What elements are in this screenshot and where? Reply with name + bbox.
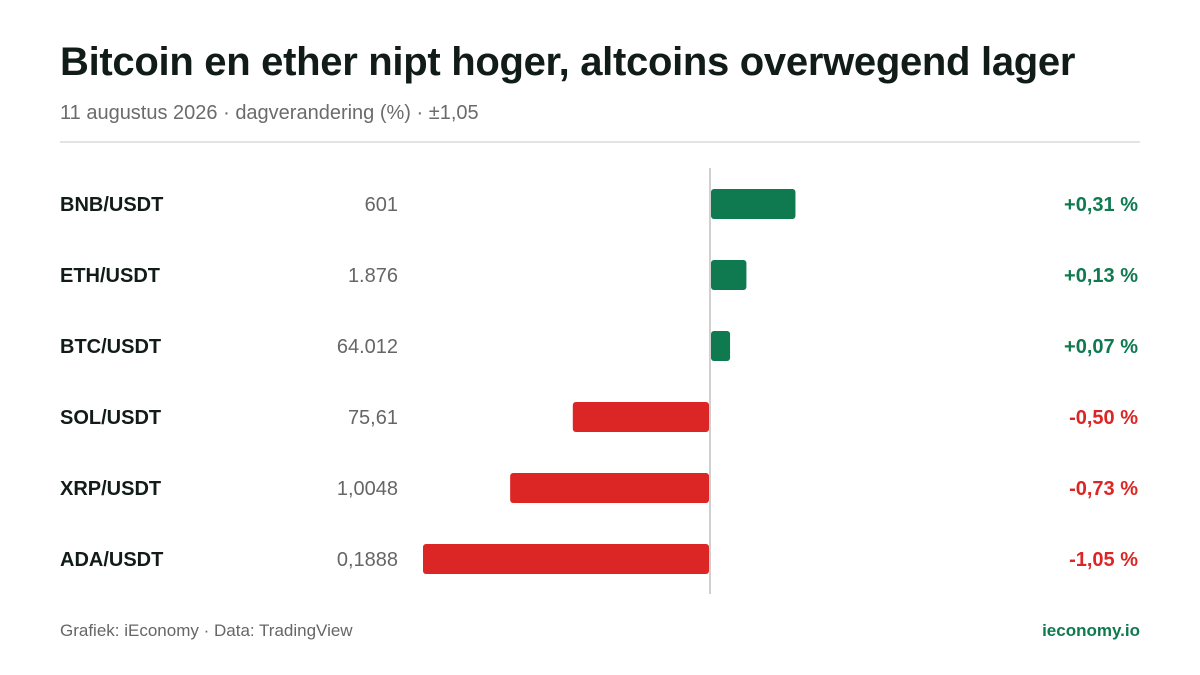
chart-title: Bitcoin en ether nipt hoger, altcoins ov… xyxy=(60,40,1076,84)
pair-label: BNB/USDT xyxy=(60,194,163,216)
bar-bnb-usdt[interactable] xyxy=(711,189,796,219)
change-label: -0,73 % xyxy=(1069,478,1138,500)
bar-eth-usdt[interactable] xyxy=(711,260,747,290)
bar-btc-usdt[interactable] xyxy=(711,331,731,361)
pair-label: ADA/USDT xyxy=(60,549,163,571)
change-label: -0,50 % xyxy=(1069,407,1138,429)
pair-label: BTC/USDT xyxy=(60,336,161,358)
price-label: 0,1888 xyxy=(337,549,398,571)
price-label: 64.012 xyxy=(337,336,398,358)
change-label: +0,31 % xyxy=(1064,194,1138,216)
change-label: -1,05 % xyxy=(1069,549,1138,571)
brand-link[interactable]: ieconomy.io xyxy=(1042,621,1140,640)
chart-subtitle: 11 augustus 2026 · dagverandering (%) · … xyxy=(60,102,479,124)
price-label: 601 xyxy=(365,194,398,216)
price-label: 1.876 xyxy=(348,265,398,287)
bar-xrp-usdt[interactable] xyxy=(510,473,709,503)
price-label: 1,0048 xyxy=(337,478,398,500)
pair-label: SOL/USDT xyxy=(60,407,161,429)
change-label: +0,07 % xyxy=(1064,336,1138,358)
pair-label: XRP/USDT xyxy=(60,478,161,500)
change-label: +0,13 % xyxy=(1064,265,1138,287)
price-label: 75,61 xyxy=(348,407,398,429)
pair-label: ETH/USDT xyxy=(60,265,160,287)
source-credit: Grafiek: iEconomy · Data: TradingView xyxy=(60,621,353,640)
header-divider xyxy=(60,141,1140,143)
bar-ada-usdt[interactable] xyxy=(423,544,709,574)
bar-sol-usdt[interactable] xyxy=(572,402,709,432)
